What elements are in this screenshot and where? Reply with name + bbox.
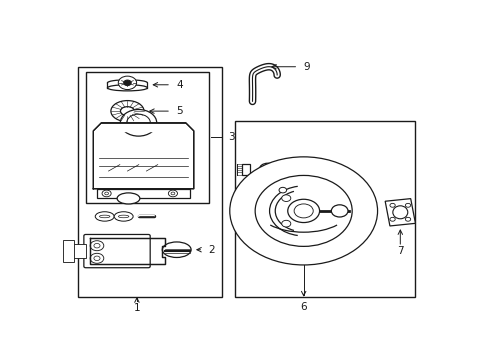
Circle shape	[281, 220, 290, 227]
Circle shape	[120, 109, 156, 136]
Text: 5: 5	[176, 106, 182, 116]
Bar	[107, 83, 147, 88]
Circle shape	[229, 157, 377, 265]
Circle shape	[90, 241, 103, 251]
Bar	[385, 199, 415, 226]
Circle shape	[293, 204, 313, 218]
Ellipse shape	[117, 193, 140, 204]
Circle shape	[259, 163, 275, 175]
Ellipse shape	[95, 212, 114, 221]
Text: 3: 3	[227, 132, 234, 143]
Circle shape	[102, 190, 111, 197]
Circle shape	[405, 217, 410, 221]
Circle shape	[331, 205, 347, 217]
Ellipse shape	[120, 107, 134, 116]
Polygon shape	[89, 238, 165, 264]
Ellipse shape	[392, 206, 407, 219]
Circle shape	[244, 168, 362, 254]
Text: 8: 8	[242, 196, 248, 206]
Ellipse shape	[111, 100, 143, 122]
Bar	[78, 67, 222, 297]
Circle shape	[126, 114, 150, 131]
Bar	[97, 189, 189, 198]
Circle shape	[405, 203, 410, 207]
Circle shape	[249, 172, 357, 250]
Bar	[70, 244, 85, 258]
Circle shape	[118, 76, 136, 90]
Circle shape	[123, 80, 131, 86]
Circle shape	[171, 192, 175, 195]
Circle shape	[255, 175, 351, 246]
Bar	[235, 121, 415, 297]
Ellipse shape	[107, 80, 147, 86]
Circle shape	[287, 199, 319, 222]
Ellipse shape	[118, 215, 129, 218]
Circle shape	[389, 203, 394, 207]
Circle shape	[104, 192, 108, 195]
Circle shape	[389, 217, 394, 221]
Circle shape	[94, 243, 100, 248]
Bar	[63, 240, 74, 262]
Circle shape	[168, 190, 177, 197]
Ellipse shape	[162, 242, 191, 257]
Text: 7: 7	[396, 246, 403, 256]
Polygon shape	[101, 123, 185, 131]
Polygon shape	[93, 123, 193, 189]
FancyBboxPatch shape	[84, 234, 150, 268]
Circle shape	[90, 253, 103, 263]
FancyBboxPatch shape	[241, 164, 249, 175]
Circle shape	[279, 187, 286, 193]
Circle shape	[264, 167, 270, 172]
Bar	[85, 72, 208, 203]
Circle shape	[281, 195, 290, 202]
Ellipse shape	[99, 215, 110, 218]
Circle shape	[235, 161, 371, 261]
Ellipse shape	[114, 212, 133, 221]
Ellipse shape	[107, 85, 147, 91]
Text: 6: 6	[300, 302, 306, 311]
Text: 4: 4	[176, 80, 182, 90]
Circle shape	[240, 164, 366, 257]
Text: 9: 9	[303, 62, 309, 72]
Circle shape	[94, 256, 100, 261]
Text: 1: 1	[133, 303, 140, 313]
Text: 2: 2	[208, 245, 214, 255]
